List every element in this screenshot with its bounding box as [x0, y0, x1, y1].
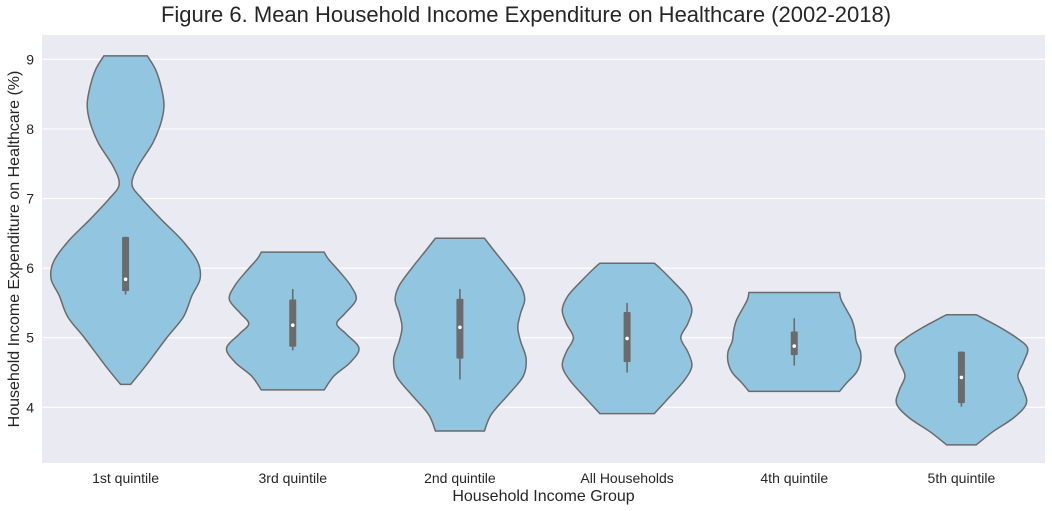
violin-median — [792, 344, 797, 348]
x-tick-label: 3rd quintile — [259, 470, 328, 486]
x-axis-title: Household Income Group — [452, 488, 634, 505]
y-tick-label: 8 — [26, 121, 34, 137]
violin-median — [959, 375, 964, 380]
x-tick-label: 2nd quintile — [424, 470, 496, 486]
violin-box — [289, 299, 297, 347]
x-tick-label: 1st quintile — [92, 470, 159, 486]
y-tick-label: 7 — [26, 191, 34, 207]
y-axis-ticks: 4 5 6 7 8 9 — [26, 51, 34, 415]
y-tick-label: 5 — [26, 330, 34, 346]
violin-median — [290, 323, 295, 328]
violins — [49, 55, 1029, 446]
y-axis-title: Household Income Expenditure on Healthca… — [6, 71, 23, 428]
x-axis-ticks: 1st quintile 3rd quintile 2nd quintile All … — [92, 470, 995, 486]
x-tick-label: All Households — [580, 470, 673, 486]
violin-median — [625, 336, 629, 341]
gridlines — [42, 58, 1045, 408]
x-tick-label: 4th quintile — [760, 470, 828, 486]
chart-title: Figure 6. Mean Household Income Expendit… — [160, 2, 892, 27]
violin-body — [49, 55, 202, 386]
violin-box — [790, 331, 798, 356]
violin-median — [458, 325, 462, 330]
violin-median — [123, 277, 128, 282]
y-tick-label: 4 — [26, 399, 34, 415]
y-tick-label: 6 — [26, 260, 34, 276]
plot-area — [42, 35, 1045, 463]
y-tick-label: 9 — [26, 51, 34, 67]
violin-box — [122, 236, 130, 292]
x-tick-label: 5th quintile — [928, 470, 996, 486]
